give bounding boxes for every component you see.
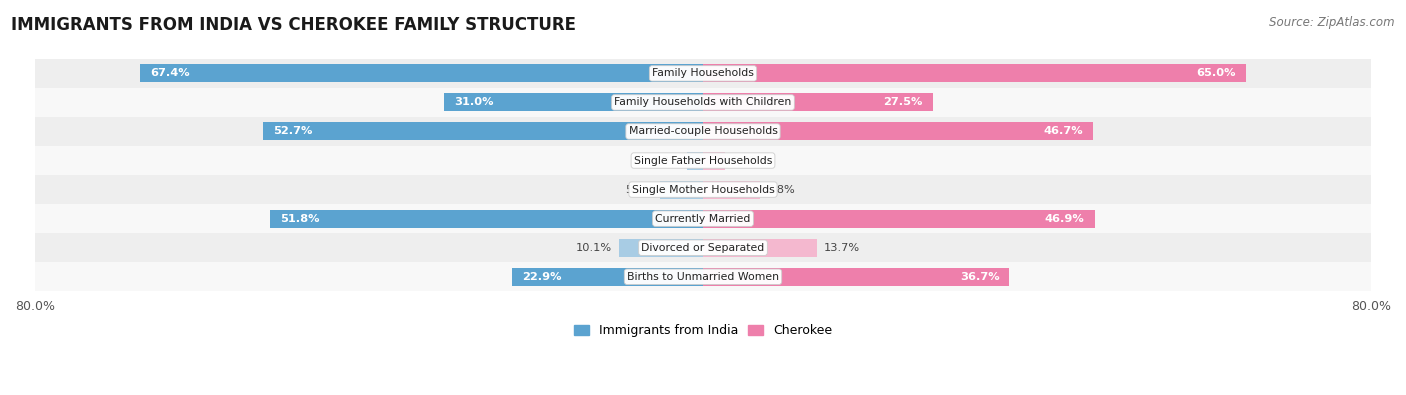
Text: 22.9%: 22.9% <box>522 272 561 282</box>
Text: Currently Married: Currently Married <box>655 214 751 224</box>
Bar <box>35 175 1371 204</box>
Text: Single Mother Households: Single Mother Households <box>631 184 775 195</box>
Text: Married-couple Households: Married-couple Households <box>628 126 778 137</box>
Text: IMMIGRANTS FROM INDIA VS CHEROKEE FAMILY STRUCTURE: IMMIGRANTS FROM INDIA VS CHEROKEE FAMILY… <box>11 16 576 34</box>
Bar <box>703 94 932 111</box>
Text: 46.7%: 46.7% <box>1043 126 1083 137</box>
Legend: Immigrants from India, Cherokee: Immigrants from India, Cherokee <box>569 320 837 342</box>
Text: 2.6%: 2.6% <box>731 156 761 166</box>
Bar <box>444 94 703 111</box>
Bar <box>35 146 1371 175</box>
Text: 10.1%: 10.1% <box>576 243 612 253</box>
Bar <box>688 152 703 169</box>
Bar <box>35 117 1371 146</box>
Text: 1.9%: 1.9% <box>651 156 681 166</box>
Text: 13.7%: 13.7% <box>824 243 860 253</box>
Bar <box>35 204 1371 233</box>
Text: 52.7%: 52.7% <box>273 126 312 137</box>
Bar <box>703 64 1246 83</box>
Text: Single Father Households: Single Father Households <box>634 156 772 166</box>
Bar <box>703 268 1010 286</box>
Bar <box>703 239 817 257</box>
Bar <box>619 239 703 257</box>
Text: Divorced or Separated: Divorced or Separated <box>641 243 765 253</box>
Bar <box>35 59 1371 88</box>
Text: 27.5%: 27.5% <box>883 98 922 107</box>
Bar <box>270 210 703 228</box>
Bar <box>512 268 703 286</box>
Bar <box>703 122 1092 141</box>
Bar <box>703 152 724 169</box>
Text: 31.0%: 31.0% <box>454 98 494 107</box>
Bar <box>35 262 1371 291</box>
Text: 36.7%: 36.7% <box>960 272 1000 282</box>
Text: Source: ZipAtlas.com: Source: ZipAtlas.com <box>1270 16 1395 29</box>
Text: 46.9%: 46.9% <box>1045 214 1084 224</box>
Text: Births to Unmarried Women: Births to Unmarried Women <box>627 272 779 282</box>
Bar <box>703 210 1095 228</box>
Text: 67.4%: 67.4% <box>150 68 190 78</box>
Text: Family Households with Children: Family Households with Children <box>614 98 792 107</box>
Bar <box>263 122 703 141</box>
Bar <box>35 88 1371 117</box>
Bar <box>703 181 759 199</box>
Bar <box>141 64 703 83</box>
Text: 65.0%: 65.0% <box>1197 68 1236 78</box>
Text: 6.8%: 6.8% <box>766 184 796 195</box>
Text: 51.8%: 51.8% <box>280 214 321 224</box>
Text: Family Households: Family Households <box>652 68 754 78</box>
Bar <box>35 233 1371 262</box>
Text: 5.1%: 5.1% <box>624 184 654 195</box>
Bar <box>661 181 703 199</box>
